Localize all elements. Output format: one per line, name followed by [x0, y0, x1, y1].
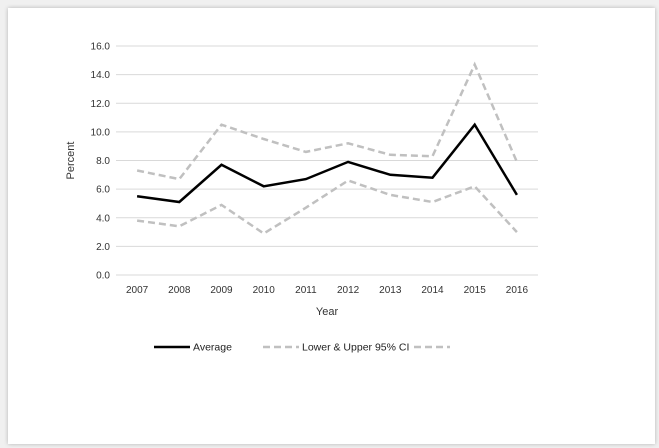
chart-frame: 0.0 2.0 4.0 6.0 8.0 10.0 12.0 14.0 16.0 2007 2008…	[8, 8, 655, 444]
y-tick-label: 8.0	[96, 156, 110, 167]
ci-line	[136, 179, 518, 235]
gridlines	[116, 45, 538, 276]
x-axis-title: Year	[316, 306, 339, 318]
legend: Average Lower & Upper 95% CI	[154, 342, 450, 354]
ci-line	[136, 61, 519, 181]
x-tick-label: 2011	[295, 285, 317, 296]
y-tick-label: 2.0	[96, 242, 110, 253]
legend-label: Lower & Upper 95% CI	[302, 342, 409, 354]
x-tick-label: 2014	[421, 285, 444, 296]
x-tick-label: 2015	[464, 285, 487, 296]
x-tick-label: 2008	[168, 285, 191, 296]
legend-label: Average	[193, 342, 232, 354]
y-tick-label: 16.0	[91, 42, 111, 53]
y-tick-label: 12.0	[91, 99, 111, 110]
y-tick-label: 4.0	[96, 213, 110, 224]
y-tick-labels: 0.0 2.0 4.0 6.0 8.0 10.0 12.0 14.0 16.0	[91, 42, 111, 282]
x-tick-label: 2009	[210, 285, 233, 296]
x-tick-label: 2012	[337, 285, 360, 296]
y-tick-label: 10.0	[91, 127, 111, 138]
y-axis-title: Percent	[65, 142, 77, 180]
y-tick-label: 0.0	[96, 271, 110, 282]
x-tick-label: 2010	[253, 285, 276, 296]
x-tick-label: 2007	[126, 285, 149, 296]
series-lines	[136, 61, 519, 235]
y-tick-label: 6.0	[96, 185, 110, 196]
y-tick-label: 14.0	[91, 70, 111, 81]
x-tick-label: 2013	[379, 285, 402, 296]
x-tick-labels: 2007 2008 2009 2010 2011 2012 2013 2014 2015 2016	[126, 285, 528, 296]
average-line	[136, 122, 518, 204]
line-chart: 0.0 2.0 4.0 6.0 8.0 10.0 12.0 14.0 16.0 2007 2008…	[65, 42, 538, 354]
x-tick-label: 2016	[506, 285, 529, 296]
